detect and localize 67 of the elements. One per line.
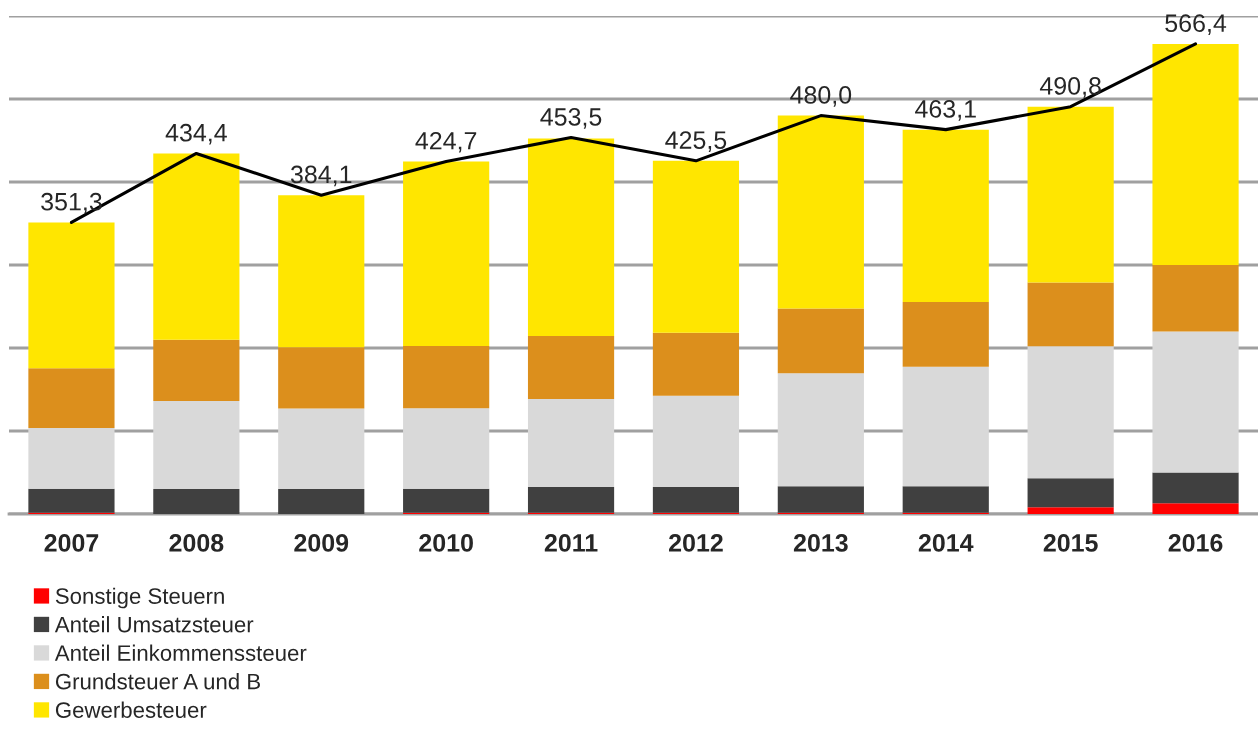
bar bbox=[902, 301, 989, 367]
legend-label: Anteil Einkommenssteuer bbox=[54, 644, 307, 661]
bar bbox=[403, 345, 490, 409]
x-tick-label: 2013 bbox=[793, 534, 848, 552]
data-label: 490,8 bbox=[1039, 77, 1101, 98]
bar bbox=[777, 486, 864, 513]
bar bbox=[153, 489, 240, 514]
bar bbox=[403, 161, 490, 346]
data-label: 463,1 bbox=[915, 100, 976, 121]
x-tick-label: 2010 bbox=[419, 534, 473, 552]
x-tick-label: 2015 bbox=[1043, 534, 1098, 552]
x-tick-label: 2012 bbox=[669, 534, 723, 552]
bar bbox=[28, 428, 115, 489]
data-label: 434,4 bbox=[165, 123, 227, 145]
bar bbox=[1027, 106, 1114, 283]
bar bbox=[278, 195, 365, 348]
bar bbox=[1152, 472, 1239, 504]
bar bbox=[1152, 265, 1239, 332]
data-label: 480,0 bbox=[790, 86, 852, 107]
data-label: 351,3 bbox=[41, 192, 102, 214]
bar bbox=[153, 339, 240, 402]
bar bbox=[153, 401, 240, 490]
bar bbox=[652, 395, 740, 488]
bar bbox=[1027, 282, 1114, 347]
x-tick-label: 2009 bbox=[294, 534, 349, 552]
bar bbox=[28, 368, 115, 429]
x-tick-label: 2016 bbox=[1168, 534, 1223, 552]
bar bbox=[527, 138, 615, 336]
legend-label: Gewerbesteuer bbox=[55, 701, 207, 718]
bar bbox=[527, 399, 615, 488]
bar bbox=[1152, 43, 1239, 265]
legend-label: Anteil Umsatzsteuer bbox=[54, 616, 254, 633]
bar bbox=[1027, 507, 1114, 514]
bar bbox=[1027, 478, 1114, 508]
bar bbox=[527, 335, 615, 400]
bar bbox=[403, 408, 490, 489]
data-label: 384,1 bbox=[290, 165, 352, 187]
bar bbox=[278, 347, 365, 409]
bar bbox=[777, 373, 864, 487]
bar bbox=[527, 487, 615, 513]
bar bbox=[153, 153, 240, 340]
bar bbox=[278, 408, 365, 490]
legend-label: Sonstige Steuern bbox=[55, 587, 224, 609]
bar bbox=[1027, 346, 1114, 479]
bar bbox=[652, 160, 740, 333]
legend-label: Grundsteuer A und B bbox=[55, 673, 260, 690]
data-label: 566,4 bbox=[1165, 14, 1227, 35]
bar bbox=[1152, 503, 1239, 514]
bar bbox=[403, 488, 490, 513]
bar bbox=[777, 308, 864, 374]
bar bbox=[652, 487, 740, 513]
bar bbox=[278, 489, 365, 514]
x-tick-label: 2011 bbox=[544, 534, 598, 552]
bar bbox=[28, 488, 115, 513]
data-label: 425,5 bbox=[665, 131, 727, 152]
x-tick-label: 2014 bbox=[918, 534, 974, 552]
bar bbox=[902, 129, 989, 302]
bar bbox=[777, 115, 864, 309]
bar bbox=[652, 332, 740, 396]
data-label: 453,5 bbox=[540, 108, 602, 129]
bar bbox=[1152, 331, 1239, 473]
data-label: 424,7 bbox=[415, 131, 477, 153]
x-tick-label: 2007 bbox=[44, 534, 99, 552]
x-tick-label: 2008 bbox=[169, 534, 224, 552]
bar bbox=[28, 222, 115, 369]
bar bbox=[902, 486, 989, 513]
bar bbox=[902, 366, 989, 487]
